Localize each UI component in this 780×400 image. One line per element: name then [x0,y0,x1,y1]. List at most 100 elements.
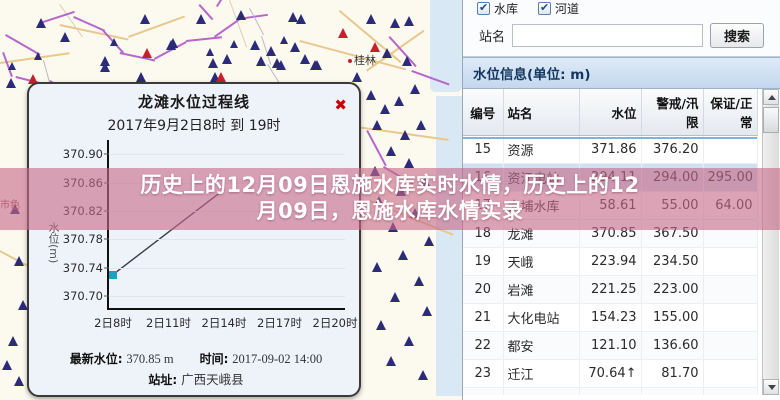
station-marker[interactable] [404,158,414,168]
station-marker[interactable] [386,356,396,366]
station-marker[interactable] [388,222,398,232]
station-marker[interactable] [136,72,146,82]
station-marker[interactable] [422,306,432,316]
station-marker[interactable] [2,360,12,370]
table-row[interactable]: 22 都安 121.10 136.60 [463,331,758,360]
station-marker[interactable] [168,38,178,48]
station-marker[interactable] [390,18,400,28]
station-marker[interactable] [100,62,110,72]
station-marker[interactable] [390,292,400,302]
station-marker[interactable] [376,320,386,330]
station-marker-alert[interactable] [142,48,152,58]
station-marker[interactable] [372,120,382,130]
station-marker[interactable] [206,48,214,56]
table-row[interactable]: 20 岩滩 221.25 223.00 [463,275,758,304]
station-marker[interactable] [398,250,408,260]
station-marker[interactable] [36,18,46,28]
station-marker[interactable] [100,56,110,66]
station-marker[interactable] [6,78,16,88]
station-marker[interactable] [310,60,320,70]
station-marker-alert[interactable] [370,42,380,52]
scroll-down-button[interactable] [763,379,779,395]
station-marker[interactable] [300,54,310,64]
col-header-guarantee[interactable]: 保证/正常 [703,89,758,136]
close-icon[interactable]: ✖ [334,97,347,114]
station-marker[interactable] [410,208,420,218]
station-marker[interactable] [414,276,424,286]
filter-reservoir[interactable]: 水库 [477,0,518,16]
water-level-table-area[interactable]: 编号 站名 水位 警戒/汛限 保证/正常 15 资源 371.86 376.20 16 资… [463,89,780,395]
station-marker[interactable] [410,84,420,94]
col-header-id[interactable]: 编号 [463,89,504,136]
scrollbar-thumb[interactable] [763,107,779,133]
search-button[interactable]: 搜索 [710,23,764,48]
station-marker[interactable] [382,48,392,58]
station-marker[interactable] [8,62,16,70]
city-dot [348,59,352,63]
station-marker[interactable] [236,10,246,20]
station-marker[interactable] [290,42,300,52]
station-marker[interactable] [372,262,382,272]
table-row[interactable]: 21 大化电站 154.23 155.00 [463,303,758,332]
station-marker[interactable] [396,186,406,196]
station-marker[interactable] [296,14,306,24]
station-marker[interactable] [222,54,232,64]
station-marker[interactable] [210,72,220,82]
checkbox-icon[interactable] [477,1,490,15]
station-marker[interactable] [288,12,298,22]
search-input[interactable] [512,24,703,47]
station-marker[interactable] [352,72,362,82]
col-header-level[interactable]: 水位 [579,89,642,136]
station-marker[interactable] [266,46,276,56]
station-marker[interactable] [60,32,70,42]
table-scrollbar[interactable] [762,89,779,395]
station-marker[interactable] [250,40,260,50]
table-row[interactable]: 16 资江电站 294.11 294.00 295.00 [463,163,758,192]
station-marker[interactable] [420,176,430,186]
col-header-warning[interactable]: 警戒/汛限 [641,89,704,136]
table-row[interactable]: 23 迁江 70.64↑ 81.70 [463,359,758,388]
table-row[interactable]: 15 资源 371.86 376.20 [463,135,758,164]
chart-data-point[interactable] [109,270,117,279]
station-marker[interactable] [140,14,150,24]
station-marker[interactable] [374,196,384,206]
table-row[interactable]: 17 大埔水库 58.61 55.00 64.00 [463,191,758,220]
station-marker[interactable] [196,14,206,24]
station-marker[interactable] [418,370,428,380]
station-marker[interactable] [230,40,238,48]
water-level-chart-popup[interactable]: 龙滩水位过程线 2017年9月2日8时 到 19时 ✖ 水位(m) 370.90… [27,82,361,397]
station-marker[interactable] [14,376,24,386]
station-marker[interactable] [256,56,266,66]
station-marker[interactable] [8,336,18,346]
station-marker[interactable] [402,56,412,66]
table-row[interactable]: 19 天峨 223.94 234.50 [463,247,758,276]
station-marker[interactable] [208,58,218,68]
checkbox-icon[interactable] [538,1,552,15]
station-marker[interactable] [34,52,42,60]
station-marker-alert[interactable] [28,74,38,84]
station-marker[interactable] [424,236,434,246]
cell-level: 61.71- [579,387,642,395]
table-row[interactable]: 18 龙滩 370.85 367.50 [463,219,758,248]
table-row[interactable]: 24来宾61.71-76.50 [463,387,758,395]
station-marker[interactable] [404,336,414,346]
station-marker[interactable] [386,146,396,156]
col-header-station[interactable]: 站名 [503,89,580,136]
scroll-up-button[interactable] [763,89,779,105]
station-marker[interactable] [400,130,410,140]
station-marker[interactable] [366,90,376,100]
station-marker[interactable] [394,96,404,106]
station-marker[interactable] [110,38,118,46]
station-marker-alert[interactable] [216,72,226,82]
station-marker-alert[interactable] [338,28,348,38]
station-marker[interactable] [276,60,286,70]
filter-river[interactable]: 河道 [538,0,579,16]
station-marker[interactable] [14,256,24,266]
station-marker[interactable] [370,166,380,176]
station-marker[interactable] [280,36,288,44]
station-marker[interactable] [18,300,28,310]
station-marker[interactable] [380,104,390,114]
station-marker[interactable] [404,16,414,26]
station-marker[interactable] [366,14,376,24]
station-marker[interactable] [416,120,426,130]
